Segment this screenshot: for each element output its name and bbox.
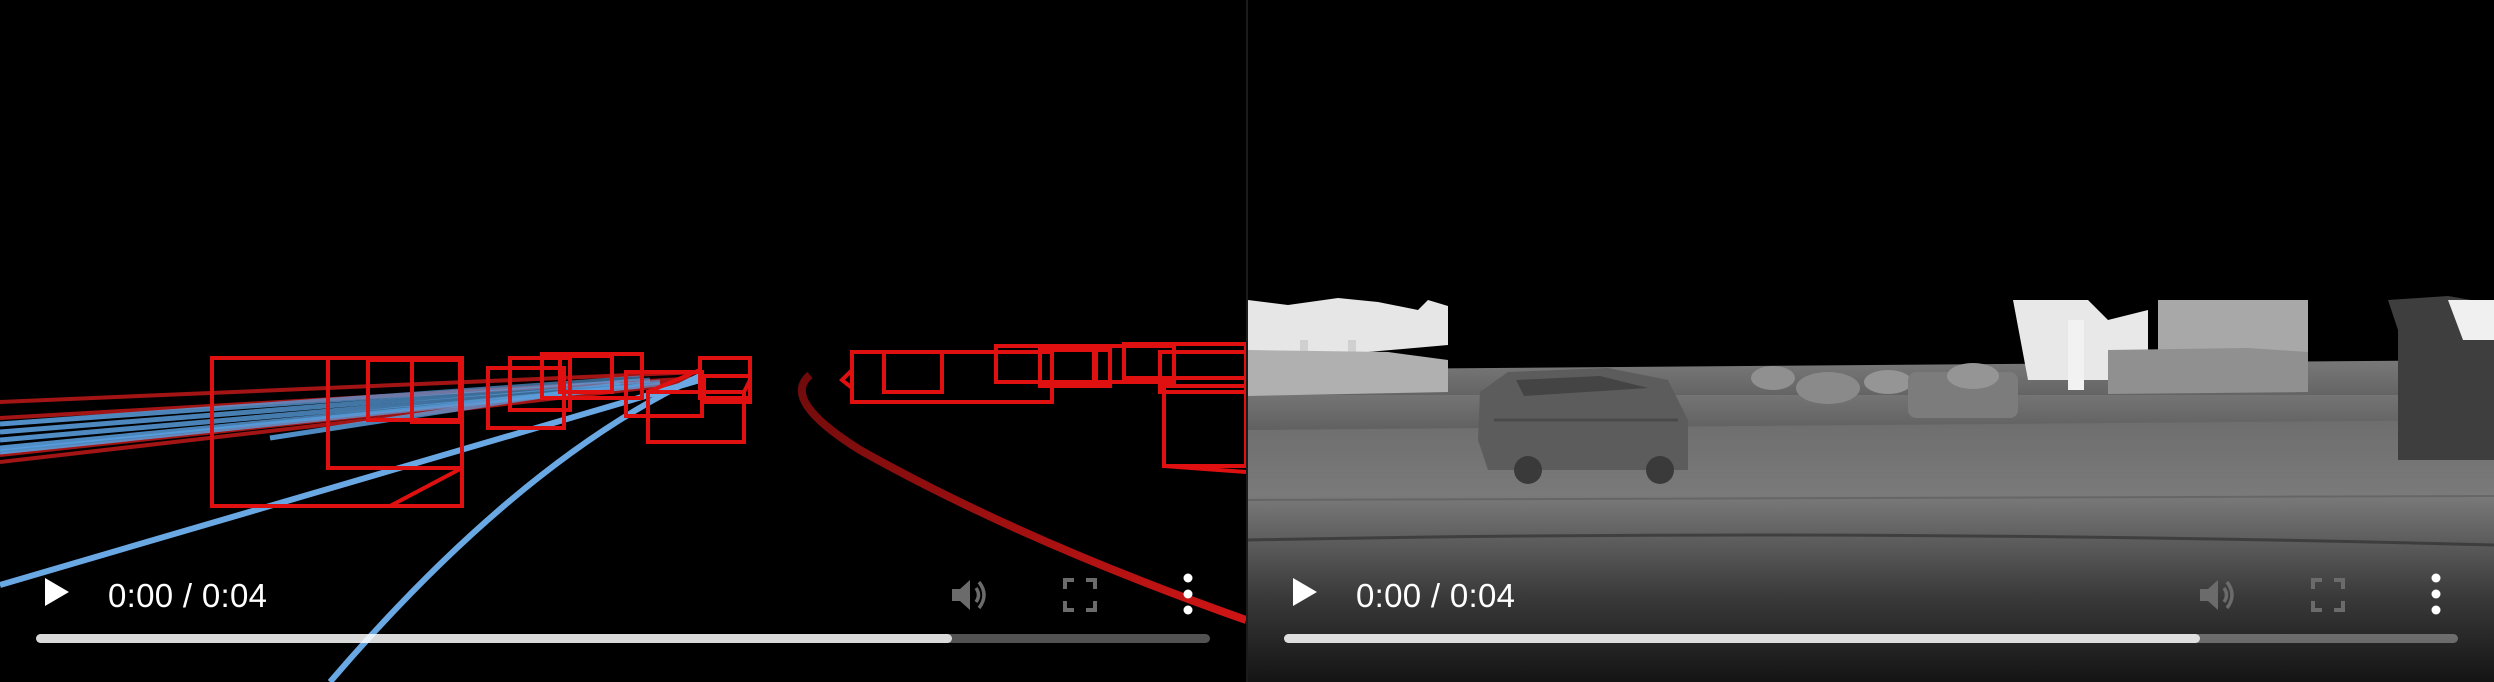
fullscreen-icon — [2311, 578, 2345, 612]
fullscreen-icon — [1063, 578, 1097, 612]
video-player-bbox[interactable]: 0:00 / 0:04 — [0, 0, 1246, 682]
video-player-depth[interactable]: 0:00 / 0:04 — [1248, 0, 2494, 682]
video-controls: 0:00 / 0:04 — [0, 542, 1246, 682]
volume-icon — [952, 580, 986, 610]
play-icon — [1293, 578, 1317, 606]
time-display: 0:00 / 0:04 — [1356, 577, 1516, 614]
more-options-button[interactable] — [2426, 572, 2446, 616]
more-options-icon — [2431, 573, 2441, 615]
progress-bar[interactable] — [1284, 634, 2458, 643]
play-icon — [45, 578, 69, 606]
more-options-icon — [1183, 573, 1193, 615]
video-frame-bbox — [0, 342, 1246, 682]
volume-button[interactable] — [948, 575, 992, 615]
panel-divider — [1246, 0, 1248, 682]
progress-fill — [36, 634, 952, 643]
progress-fill — [1284, 634, 2200, 643]
video-controls: 0:00 / 0:04 — [1248, 542, 2494, 682]
play-button[interactable] — [1284, 572, 1324, 612]
volume-button[interactable] — [2196, 575, 2240, 615]
volume-icon — [2200, 580, 2234, 610]
fullscreen-button[interactable] — [1062, 577, 1098, 613]
progress-bar[interactable] — [36, 634, 1210, 643]
play-button[interactable] — [36, 572, 76, 612]
video-frame-depth — [1248, 296, 2494, 682]
more-options-button[interactable] — [1178, 572, 1198, 616]
fullscreen-button[interactable] — [2310, 577, 2346, 613]
time-display: 0:00 / 0:04 — [108, 577, 268, 614]
